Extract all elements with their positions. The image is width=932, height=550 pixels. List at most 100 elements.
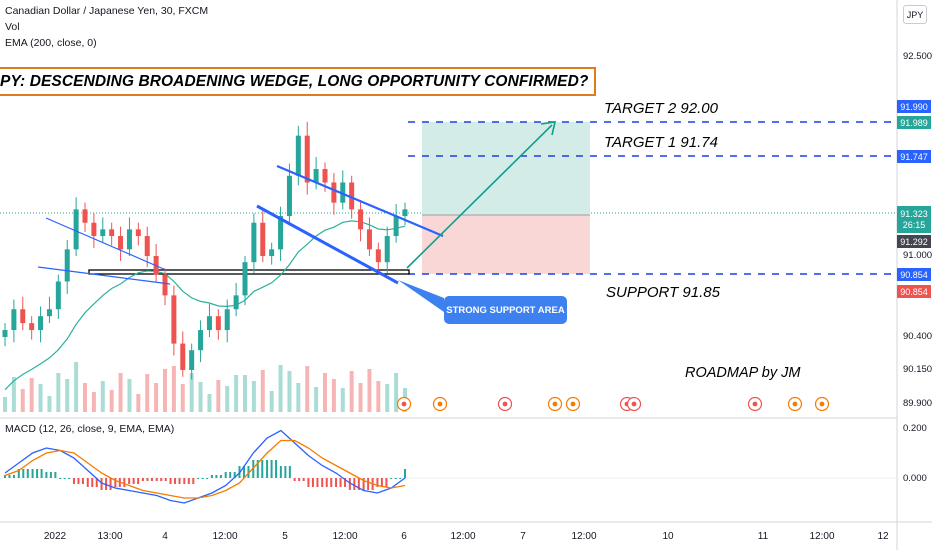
candle-body: [224, 309, 230, 331]
macd-histogram: [4, 460, 406, 490]
histogram-bar: [357, 478, 360, 490]
target-zone: [422, 122, 590, 215]
candle-body: [215, 316, 221, 331]
candle-body: [109, 229, 115, 237]
candle-body: [198, 330, 204, 351]
symbol-legend[interactable]: Canadian Dollar / Japanese Yen, 30, FXCM: [5, 5, 209, 17]
candle-body: [73, 209, 79, 250]
volume-bar: [83, 383, 87, 412]
volume-bar: [367, 369, 372, 412]
histogram-bar: [344, 478, 347, 487]
histogram-bar: [367, 478, 370, 490]
event-marker-dot: [570, 401, 576, 407]
volume-bar: [314, 387, 319, 412]
histogram-bar: [100, 478, 103, 490]
histogram-bar: [54, 472, 57, 478]
target2-label: TARGET 2 92.00: [604, 100, 718, 117]
x-tick-label: 2022: [43, 531, 67, 542]
candle-body: [180, 343, 186, 370]
event-markers[interactable]: [396, 396, 830, 412]
ema-legend[interactable]: EMA (200, close, 0): [5, 37, 97, 49]
volume-bar: [180, 384, 185, 412]
histogram-bar: [183, 478, 186, 484]
histogram-bar: [330, 478, 333, 487]
volume-bar: [234, 375, 239, 412]
x-tick-label: 6: [401, 531, 407, 542]
candle-body: [171, 295, 177, 344]
x-tick-label: 10: [662, 531, 674, 542]
volume-bar: [340, 388, 345, 412]
candle-body: [91, 222, 97, 237]
x-tick-label: 11: [757, 531, 769, 542]
volume-bar: [323, 373, 327, 412]
histogram-bar: [22, 469, 25, 478]
volume-bar: [11, 377, 16, 412]
volume-bar: [47, 396, 52, 412]
histogram-bar: [72, 478, 75, 484]
macd-legend[interactable]: MACD (12, 26, close, 9, EMA, EMA): [5, 423, 175, 435]
candle-body: [189, 350, 195, 370]
histogram-bar: [187, 478, 190, 484]
volume-bar: [74, 362, 79, 412]
volume-bar: [331, 379, 336, 412]
histogram-bar: [49, 472, 52, 478]
candle-body: [82, 209, 88, 223]
histogram-bar: [36, 469, 39, 478]
macd-line: [4, 429, 406, 504]
volume-bar: [100, 381, 105, 412]
target2-price-tag: 91.990: [897, 100, 931, 113]
histogram-bar: [404, 469, 406, 478]
histogram-bar: [197, 478, 200, 479]
histogram-bar: [321, 478, 324, 487]
candles: [2, 121, 408, 380]
support-area-callout: STRONG SUPPORT AREA: [444, 296, 567, 324]
candle-body: [233, 295, 239, 310]
volume-bar: [29, 378, 34, 412]
histogram-bar: [178, 478, 181, 484]
wedge1-upper-line: [45, 217, 167, 271]
volume-bar: [216, 380, 221, 412]
volume-bar: [109, 390, 114, 412]
histogram-bar: [40, 469, 43, 478]
histogram-bar: [169, 478, 172, 484]
volume-bar: [243, 375, 247, 412]
candle-body: [64, 249, 70, 282]
candle-body: [269, 249, 275, 256]
volume-bar: [278, 365, 283, 412]
candle-body: [384, 236, 390, 263]
volume-bar: [260, 370, 265, 412]
histogram-bar: [17, 469, 20, 478]
y-tick-label: 92.500: [903, 51, 932, 62]
y-tick-label: 90.400: [903, 331, 932, 342]
histogram-bar: [233, 472, 236, 478]
volume-bar: [65, 379, 70, 412]
candle-body: [2, 330, 8, 337]
y-tick-label: 91.000: [903, 250, 932, 261]
volume-bar: [225, 386, 230, 412]
histogram-bar: [95, 478, 98, 487]
candle-body: [29, 323, 35, 331]
histogram-bar: [4, 475, 6, 478]
signal-line: [4, 439, 406, 499]
volume-legend[interactable]: Vol: [5, 21, 20, 33]
histogram-bar: [252, 460, 255, 478]
currency-badge[interactable]: JPY: [903, 5, 927, 24]
event-marker-dot: [631, 401, 637, 407]
volume-bar: [3, 397, 7, 412]
volume-bar: [56, 373, 61, 412]
candle-body: [295, 135, 301, 176]
wedge-lower-line: [256, 204, 399, 285]
volume-bar: [145, 374, 150, 412]
candle-body: [46, 309, 52, 317]
histogram-bar: [141, 478, 144, 481]
histogram-bar: [335, 478, 338, 487]
candle-body: [118, 236, 124, 250]
histogram-bar: [256, 460, 259, 478]
histogram-bar: [307, 478, 310, 487]
candle-body: [251, 222, 257, 263]
histogram-bar: [385, 478, 388, 487]
idea-title-box: PY: DESCENDING BROADENING WEDGE, LONG OP…: [0, 67, 597, 96]
histogram-bar: [123, 478, 126, 487]
volume-bar: [269, 391, 274, 412]
histogram-bar: [26, 469, 29, 478]
